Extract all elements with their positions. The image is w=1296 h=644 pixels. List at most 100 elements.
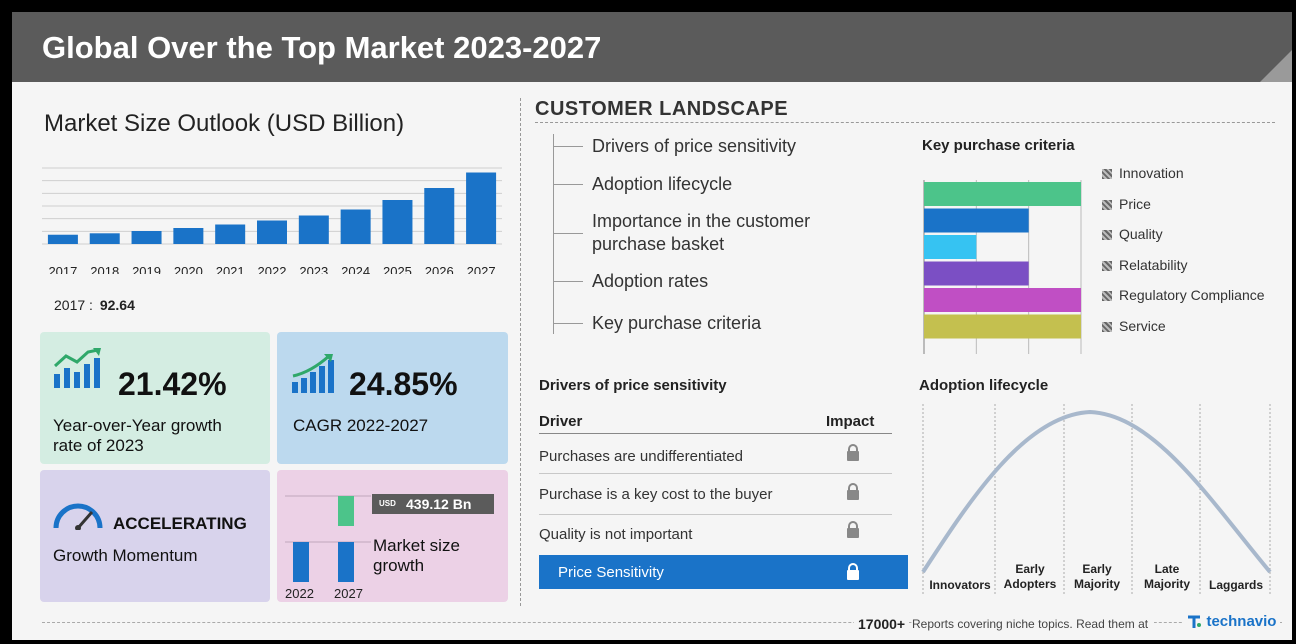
x-tick-label: 2019 (132, 264, 161, 274)
market-size-title: Market Size Outlook (USD Billion) (44, 110, 405, 137)
legend-swatch (1102, 260, 1112, 271)
growth-year-start: 2022 (285, 586, 314, 601)
tree-branch (553, 184, 583, 185)
legend-swatch (1102, 291, 1112, 301)
legend-label: Regulatory Compliance (1119, 287, 1265, 303)
legend-label: Quality (1119, 226, 1163, 242)
kpc-legend-item: Price (1102, 196, 1151, 212)
base-year-value: 92.64 (99, 297, 135, 313)
market-size-bar (466, 172, 497, 244)
adoption-stage-label: Innovators (929, 578, 991, 592)
price-sensitivity-bar: Price Sensitivity (539, 555, 908, 589)
growth-bar-end-base (338, 542, 354, 582)
legend-swatch (1102, 230, 1112, 240)
landscape-item: Drivers of price sensitivity (592, 136, 797, 156)
drivers-col-impact: Impact (826, 413, 875, 430)
drivers-header-rule (539, 433, 892, 434)
kpc-title: Key purchase criteria (922, 137, 1075, 154)
lock-icon (847, 483, 859, 500)
speedometer-icon (53, 503, 103, 530)
x-tick-label: 2023 (299, 264, 328, 274)
landscape-tree-line (553, 134, 554, 334)
tree-branch (553, 233, 583, 234)
kpc-bar (924, 235, 977, 259)
kpc-legend-item: Innovation (1102, 165, 1184, 181)
market-size-bar (215, 224, 246, 244)
yoy-label: Year-over-Year growth rate of 2023 (53, 416, 222, 455)
growth-label: Market size growth (373, 536, 460, 575)
market-size-bar (89, 233, 120, 244)
adoption-bell-curve (921, 409, 1272, 574)
growth-mini-chart (285, 495, 371, 582)
driver-row-label: Purchase is a key cost to the buyer (539, 486, 773, 503)
legend-label: Service (1119, 317, 1166, 334)
driver-row-label: Quality is not important (539, 526, 693, 543)
growth-badge: USD 439.12 Bn (372, 494, 494, 514)
kpc-bar (924, 314, 1081, 339)
adoption-stage-label: Laggards (1208, 578, 1263, 592)
x-tick-label: 2017 (48, 264, 77, 274)
landscape-item: Adoption rates (592, 271, 709, 291)
infographic: Global Over the Top Market 2023-2027 Mar… (12, 12, 1292, 640)
corner-fold (1260, 50, 1292, 82)
customer-landscape-title: CUSTOMER LANDSCAPE (535, 98, 789, 120)
market-size-bar (424, 188, 455, 244)
market-size-bar (47, 234, 78, 244)
lock-icon (847, 563, 859, 580)
market-size-bar (131, 231, 162, 244)
yoy-value: 21.42% (118, 366, 227, 402)
adoption-stage-label: Early Adopters (1003, 562, 1057, 591)
adoption-stage-label: Late Majority (1143, 562, 1190, 591)
market-size-bar-chart: 2017 2018 2019 2020 2021 2022 2023 2024 2025 2026… (42, 167, 502, 274)
landscape-underline (535, 122, 1275, 123)
x-tick-label: 2021 (216, 264, 245, 274)
footer-text: Reports covering niche topics. Read them… (912, 617, 1155, 631)
kpc-legend-item: Relatability (1102, 257, 1187, 273)
growth-bar-start (293, 542, 309, 582)
legend-swatch (1102, 169, 1112, 179)
growth-chart-icon (53, 348, 101, 388)
growth-year-end: 2027 (334, 586, 363, 601)
market-size-bar (173, 228, 204, 244)
x-tick-label: 2025 (383, 264, 412, 274)
price-sensitivity-label: Price Sensitivity (558, 564, 664, 581)
momentum-box: ACCELERATING Growth Momentum (40, 470, 270, 602)
yoy-box: 21.42% Year-over-Year growth rate of 202… (40, 332, 270, 464)
vertical-divider (520, 98, 521, 606)
technavio-logo[interactable]: technavio (1182, 613, 1281, 631)
footer-count: 17000+ (854, 616, 910, 632)
base-year: 2017 : 92.64 (54, 297, 135, 313)
kpc-bar (924, 208, 1029, 233)
header-bar: Global Over the Top Market 2023-2027 (12, 12, 1292, 82)
momentum-label: Growth Momentum (53, 546, 198, 565)
tree-branch (553, 323, 583, 324)
market-size-bar (298, 215, 329, 244)
cagr-label: CAGR 2022-2027 (293, 416, 429, 435)
landscape-item: Importance in the customer purchase bask… (592, 211, 811, 254)
legend-label: Price (1119, 195, 1151, 212)
lock-icon (847, 521, 859, 538)
kpc-bar (924, 288, 1081, 312)
kpc-bar (924, 182, 1081, 206)
driver-row-label: Purchases are undifferentiated (539, 448, 744, 465)
x-tick-label: 2022 (258, 264, 287, 274)
market-size-bar (382, 200, 413, 244)
cagr-box: 24.85% CAGR 2022-2027 (277, 332, 508, 464)
legend-swatch (1102, 199, 1112, 210)
kpc-bar-chart (923, 180, 1082, 354)
kpc-legend-item: Regulatory Compliance (1102, 287, 1265, 303)
x-tick-label: 2020 (174, 264, 203, 274)
x-tick-label: 2026 (425, 264, 454, 274)
legend-label: Relatability (1119, 256, 1188, 273)
market-size-bar (257, 220, 287, 244)
growth-badge-currency: USD (379, 499, 396, 508)
kpc-legend-item: Quality (1102, 226, 1163, 242)
market-size-bar (340, 209, 371, 244)
growth-badge-value: 439.12 Bn (406, 496, 472, 512)
cagr-chart-icon (292, 354, 334, 393)
technavio-logo-icon (1188, 615, 1201, 628)
momentum-value: ACCELERATING (113, 514, 247, 533)
legend-swatch (1102, 321, 1112, 332)
x-tick-label: 2027 (467, 264, 496, 274)
legend-label: Innovation (1119, 165, 1184, 181)
